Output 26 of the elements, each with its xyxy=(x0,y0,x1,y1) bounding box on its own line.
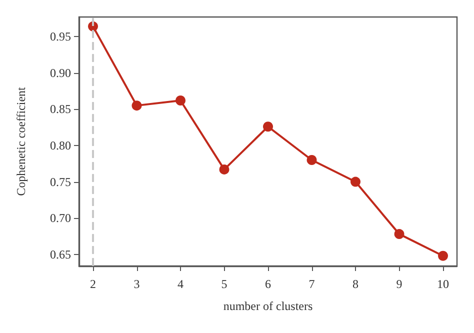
x-tick-label: 2 xyxy=(90,277,96,291)
y-tick-label: 0.70 xyxy=(50,211,71,226)
x-tick-label: 6 xyxy=(265,277,271,291)
y-tick-label: 0.90 xyxy=(50,66,71,80)
y-tick-label: 0.95 xyxy=(50,30,71,44)
y-tick-label: 0.85 xyxy=(50,102,71,116)
y-axis-title: Cophenetic coefficient xyxy=(14,86,28,196)
point xyxy=(350,176,360,187)
y-tick-label: 0.65 xyxy=(50,247,71,262)
x-tick-label: 5 xyxy=(221,277,228,291)
x-axis-title: number of clusters xyxy=(223,299,313,313)
x-tick-label: 7 xyxy=(308,277,315,291)
x-tick-label: 10 xyxy=(437,277,449,291)
y-tick-label: 0.75 xyxy=(50,174,71,189)
point xyxy=(438,250,448,261)
x-tick-label: 3 xyxy=(134,277,140,291)
point xyxy=(219,164,230,174)
point xyxy=(394,229,404,240)
point xyxy=(176,95,186,106)
point xyxy=(306,155,317,166)
point xyxy=(263,122,273,132)
y-tick-label: 0.80 xyxy=(50,138,71,152)
x-tick-label: 8 xyxy=(352,277,358,291)
x-tick-label: 4 xyxy=(178,277,184,291)
x-tick-label: 9 xyxy=(396,277,402,291)
point xyxy=(132,100,142,111)
